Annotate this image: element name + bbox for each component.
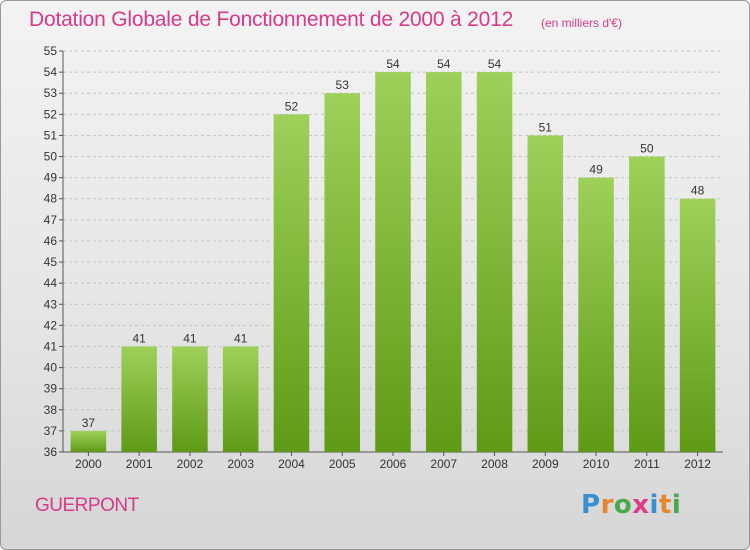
logo-letter: r (600, 490, 614, 520)
bar-value-label: 54 (386, 57, 400, 71)
bar-2009 (527, 135, 564, 452)
bar-value-label: 54 (488, 57, 502, 71)
bar-value-label: 41 (183, 331, 197, 345)
y-tick-label: 50 (44, 150, 58, 164)
y-tick-label: 52 (44, 107, 58, 121)
logo-letter: i (671, 490, 682, 520)
logo-letter: x (632, 490, 650, 520)
x-tick-label: 2010 (583, 457, 610, 471)
x-tick-label: 2012 (684, 457, 711, 471)
bar-value-label: 52 (285, 99, 299, 113)
x-tick-label: 2003 (227, 457, 254, 471)
y-tick-label: 39 (44, 382, 58, 396)
bar-2000 (70, 430, 107, 452)
bar-2002 (172, 346, 208, 452)
bar-2008 (476, 72, 513, 453)
bar-2006 (375, 72, 411, 453)
bar-value-label: 54 (437, 57, 451, 71)
y-tick-label: 55 (44, 44, 58, 58)
y-tick-label: 36 (44, 445, 58, 459)
x-tick-label: 2008 (481, 457, 508, 471)
y-tick-label: 38 (44, 403, 58, 417)
bar-value-label: 49 (589, 163, 603, 177)
y-tick-label: 44 (44, 276, 58, 290)
logo-letter: i (649, 490, 659, 520)
y-tick-label: 46 (44, 234, 58, 248)
y-tick-label: 42 (44, 318, 58, 332)
x-tick-label: 2000 (75, 457, 102, 471)
y-tick-label: 49 (44, 171, 58, 185)
bar-value-label: 41 (132, 331, 146, 345)
bar-value-label: 51 (539, 120, 553, 134)
y-tick-label: 48 (44, 192, 58, 206)
bar-value-label: 41 (234, 331, 248, 345)
x-tick-label: 2007 (430, 457, 457, 471)
bar-2007 (426, 72, 462, 453)
y-tick-label: 40 (44, 361, 58, 375)
bar-value-label: 48 (691, 184, 705, 198)
bar-value-label: 37 (82, 416, 96, 430)
bar-value-label: 53 (336, 78, 350, 92)
x-tick-label: 2005 (329, 457, 356, 471)
bar-2001 (121, 346, 157, 452)
bar-2005 (324, 93, 360, 453)
x-tick-label: 2002 (177, 457, 204, 471)
logo-letter: o (613, 490, 633, 520)
y-tick-label: 53 (44, 86, 58, 100)
y-tick-label: 54 (44, 65, 58, 79)
unit-note: (en milliers d'€) (541, 16, 622, 30)
y-tick-label: 43 (44, 297, 58, 311)
x-tick-label: 2001 (126, 457, 153, 471)
bars (70, 72, 716, 453)
logo-letter: P (581, 490, 601, 520)
y-tick-label: 41 (44, 339, 58, 353)
x-tick-label: 2011 (634, 457, 660, 471)
y-tick-label: 37 (44, 424, 58, 438)
x-tick-label: 2006 (380, 457, 407, 471)
bar-2012 (679, 198, 716, 452)
chart-title: Dotation Globale de Fonctionnement de 20… (29, 8, 514, 31)
bar-2011 (629, 156, 665, 453)
bar-value-label: 50 (640, 142, 654, 156)
x-tick-label: 2004 (278, 457, 305, 471)
labels: 37 2000 41 2001 41 2002 41 2003 52 2004 53 2005 54 20… (75, 57, 711, 471)
proxiti-logo: Proxiti (581, 490, 681, 520)
bar-2003 (222, 346, 259, 452)
y-tick-label: 51 (44, 128, 58, 142)
logo-letter: t (658, 490, 672, 520)
bar-2004 (273, 114, 310, 452)
x-tick-label: 2009 (532, 457, 559, 471)
commune-name: GUERPONT (35, 495, 139, 516)
y-tick-label: 47 (44, 213, 58, 227)
y-tick-label: 45 (44, 255, 58, 269)
bar-2010 (578, 177, 614, 452)
